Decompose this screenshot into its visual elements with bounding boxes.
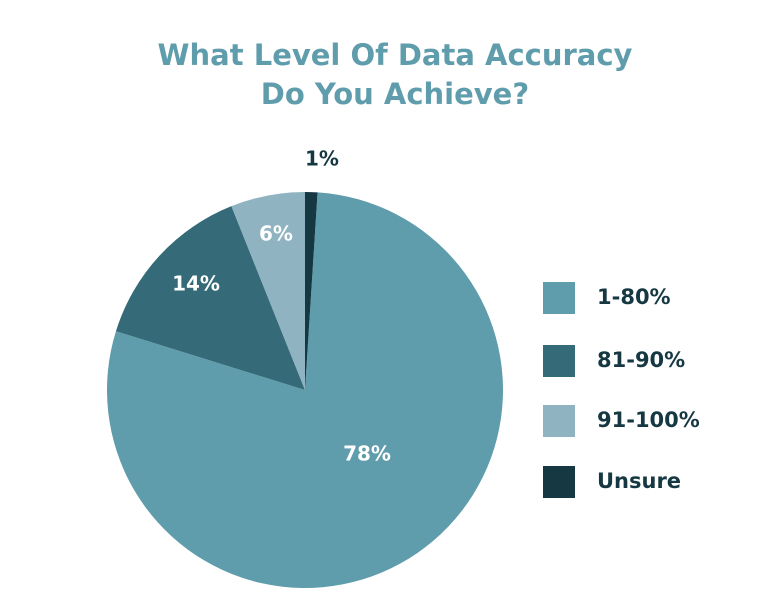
legend-swatch xyxy=(543,345,575,377)
pie-slice xyxy=(231,192,305,390)
data-label: 1% xyxy=(305,147,339,171)
chart-title: Do You Achieve? xyxy=(261,77,529,111)
legend-label: Unsure xyxy=(597,469,681,493)
data-label: 78% xyxy=(343,442,391,466)
legend-swatch xyxy=(543,282,575,314)
data-label: 6% xyxy=(259,222,293,246)
legend-swatch xyxy=(543,405,575,437)
legend-label: 91-100% xyxy=(597,408,700,432)
chart-title: What Level Of Data Accuracy xyxy=(158,38,633,72)
pie-slice xyxy=(115,206,306,390)
legend-label: 1-80% xyxy=(597,285,671,309)
legend-label: 81-90% xyxy=(597,348,685,372)
legend-swatch xyxy=(543,466,575,498)
pie-slice xyxy=(106,192,504,589)
pie-slice xyxy=(305,192,318,390)
data-label: 14% xyxy=(172,272,220,296)
